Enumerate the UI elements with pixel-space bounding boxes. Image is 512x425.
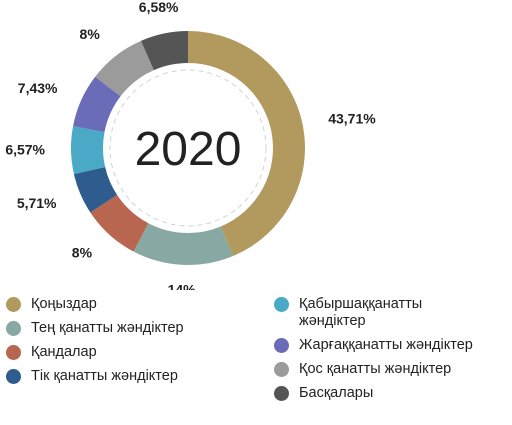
legend-label: Қабыршаққанатты жәндіктер [299, 296, 423, 329]
donut-slice [73, 166, 118, 213]
legend-right-column: Қабыршаққанатты жәндіктер Жарғаққанатты ж… [274, 296, 473, 409]
slice-value-label: 6,58% [139, 0, 179, 15]
legend-label: Тең қанатты жәндіктер [31, 320, 184, 336]
legend-swatch [274, 386, 289, 401]
legend-swatch [6, 369, 21, 384]
legend-swatch [6, 297, 21, 312]
slice-value-label: 8% [80, 26, 101, 42]
legend-swatch [274, 362, 289, 377]
donut-slice [90, 194, 149, 252]
donut-slices [71, 31, 306, 265]
legend-label: Тік қанатты жәндіктер [31, 368, 178, 384]
inner-dashed-ring [109, 69, 267, 227]
donut-slice [188, 31, 306, 256]
slice-value-label: 8% [72, 245, 93, 261]
legend-label: Қандалар [31, 344, 97, 360]
legend-item: Қабыршаққанатты жәндіктер [274, 296, 473, 330]
legend-label: Қоңыздар [31, 296, 97, 312]
legend-swatch [6, 345, 21, 360]
donut-slice [71, 126, 106, 175]
legend-label: Басқалары [299, 385, 374, 401]
legend-swatch [6, 321, 21, 336]
donut-slice [133, 223, 234, 265]
donut-slice [73, 76, 121, 133]
legend-item: Жарғаққанатты жәндіктер [274, 337, 473, 354]
slice-value-label: 14% [168, 282, 197, 290]
legend-item: Басқалары [274, 385, 473, 402]
center-year-label: 2020 [135, 123, 242, 176]
slice-labels: 43,71% 14% 8% 5,71% 6,57% 7,43% 8% 6,58% [5, 0, 376, 290]
legend-swatch [274, 297, 289, 312]
slice-value-label: 5,71% [17, 195, 57, 211]
slice-value-label: 43,71% [328, 111, 376, 127]
legend-item: Қос қанатты жәндіктер [274, 361, 473, 378]
legend-swatch [274, 338, 289, 353]
donut-slice [140, 31, 188, 71]
donut-slice [95, 40, 154, 97]
slice-value-label: 7,43% [18, 80, 58, 96]
legend-label: Қос қанатты жәндіктер [299, 361, 452, 377]
legend-item: Қандалар [6, 344, 184, 361]
donut-chart: 2020 43,71% 14% 8% 5,71% 6,57% 7,43% 8% 6,58% [5, 0, 376, 290]
legend-left-column: Қоңыздар Тең қанатты жәндіктер Қандалар Тік… [6, 296, 184, 392]
legend-item: Тік қанатты жәндіктер [6, 368, 184, 385]
slice-value-label: 6,57% [5, 141, 45, 157]
legend-label: Жарғаққанатты жәндіктер [299, 337, 473, 353]
legend-item: Тең қанатты жәндіктер [6, 320, 184, 337]
legend-item: Қоңыздар [6, 296, 184, 313]
